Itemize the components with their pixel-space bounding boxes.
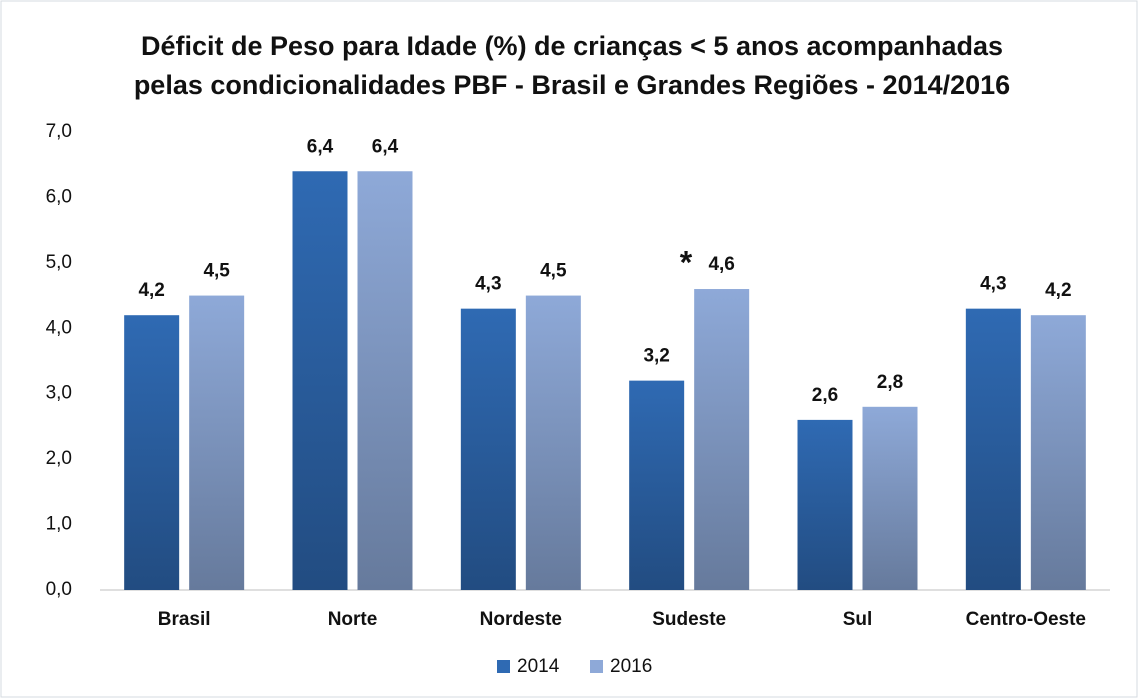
value-label: 4,3 (475, 274, 501, 295)
bar (124, 315, 180, 590)
x-tick-label: Brasil (158, 609, 211, 630)
y-tick-label: 2,0 (46, 448, 72, 469)
x-tick-label: Norte (328, 609, 378, 630)
value-label: 2,6 (812, 385, 838, 406)
chart-subtitle: pelas condicionalidades PBF - Brasil e G… (134, 70, 1010, 100)
value-label: 4,2 (1045, 280, 1071, 301)
value-label: 4,6 (708, 254, 734, 275)
annotation: * (680, 244, 693, 280)
legend-label: 2016 (610, 656, 652, 677)
x-tick-label: Nordeste (480, 609, 562, 630)
value-label: 2,8 (877, 372, 903, 393)
y-tick-label: 0,0 (46, 579, 72, 600)
y-tick-label: 6,0 (46, 186, 72, 207)
bar (965, 308, 1021, 590)
chart-title: Déficit de Peso para Idade (%) de crianç… (141, 31, 1003, 61)
bar (292, 171, 348, 590)
bar (460, 308, 516, 590)
value-label: 4,5 (203, 261, 230, 282)
value-label: 4,5 (540, 261, 567, 282)
legend-swatch (497, 660, 510, 673)
bar (862, 406, 918, 590)
bar (357, 171, 413, 590)
value-label: 6,4 (307, 136, 334, 157)
value-label: 6,4 (372, 136, 399, 157)
legend-swatch (590, 660, 603, 673)
x-tick-label: Sudeste (652, 609, 726, 630)
y-tick-label: 7,0 (46, 121, 72, 142)
x-tick-label: Sul (843, 609, 873, 630)
value-label: 4,2 (138, 280, 164, 301)
value-label: 3,2 (643, 346, 669, 367)
bar (797, 419, 853, 590)
y-tick-label: 3,0 (46, 383, 72, 404)
bar (1030, 315, 1086, 590)
y-tick-label: 1,0 (46, 514, 72, 535)
legend-label: 2014 (517, 656, 560, 677)
value-label: 4,3 (980, 274, 1006, 295)
bar (189, 295, 245, 590)
x-tick-label: Centro-Oeste (966, 609, 1086, 630)
y-tick-label: 4,0 (46, 317, 72, 338)
bar (525, 295, 581, 590)
y-tick-label: 5,0 (46, 252, 72, 273)
bar (694, 289, 750, 590)
bar (629, 380, 685, 590)
